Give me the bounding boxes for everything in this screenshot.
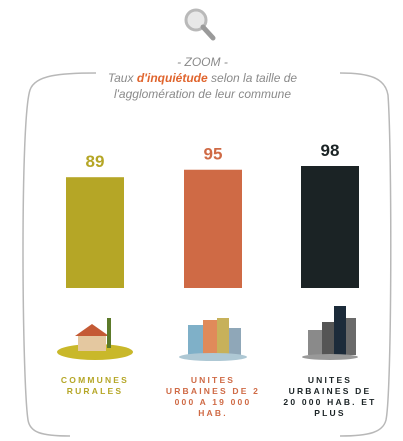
category-label: UNITES URBAINES DE 2 000 A 19 000 HAB.: [165, 375, 261, 419]
kicker: - ZOOM -: [90, 54, 315, 70]
category-label: COMMUNES RURALES: [47, 375, 143, 397]
village-icon: [57, 318, 133, 360]
town-icon: [179, 318, 247, 361]
bar: [301, 166, 359, 288]
bar: [184, 170, 242, 288]
city-icon: [302, 306, 358, 360]
infographic: 89 95 98 - ZOOM - Taux d'inquiétude selon …: [0, 0, 403, 441]
value-label: 98: [321, 141, 340, 160]
title-highlight: d'inquiétude: [137, 71, 208, 85]
value-label: 89: [86, 152, 105, 171]
title: Taux d'inquiétude selon la taille de l'a…: [90, 70, 315, 102]
magnifier-icon: [186, 10, 213, 38]
category-label: UNITES URBAINES DE 20 000 HAB. ET PLUS: [282, 375, 378, 419]
bar: [66, 177, 124, 288]
title-text: Taux: [108, 71, 137, 85]
value-label: 95: [204, 145, 223, 164]
